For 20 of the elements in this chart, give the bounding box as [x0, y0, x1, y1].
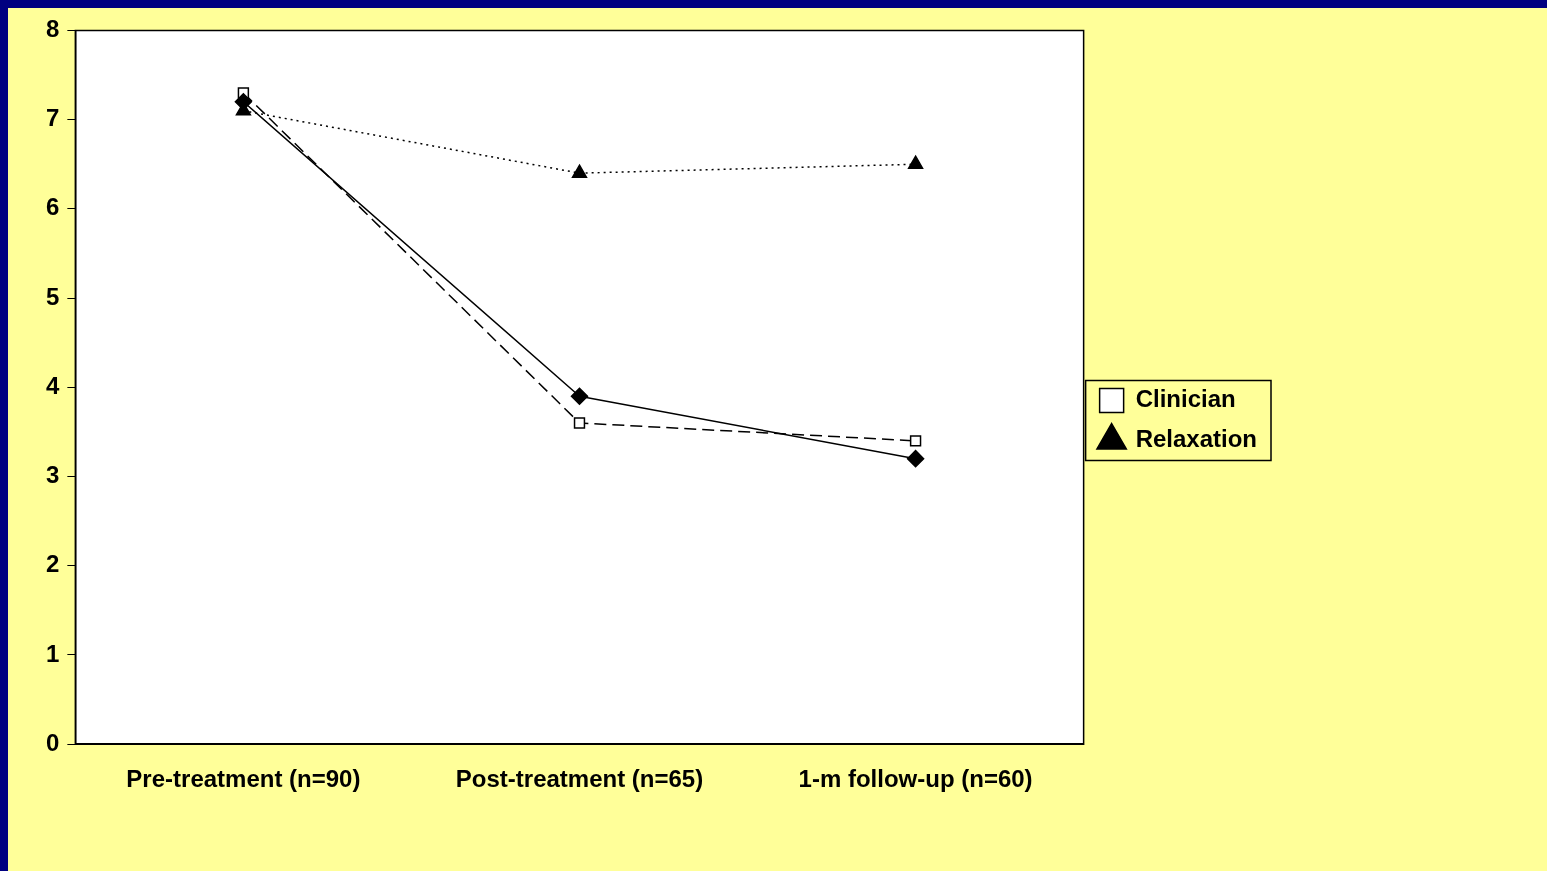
y-tick-label: 1: [45, 639, 60, 667]
y-tick-label: 8: [45, 15, 60, 43]
point: [907, 155, 924, 169]
y-tick-label: 3: [45, 461, 60, 489]
y-tick-label: 4: [45, 371, 60, 399]
y-tick-label: 7: [45, 104, 60, 132]
point: [570, 387, 589, 405]
point: [573, 417, 586, 429]
y-tick-label: 0: [45, 728, 60, 756]
x-tick-label: Pre-treatment (n=90): [126, 765, 361, 793]
point: [571, 164, 588, 178]
legend-label: Clinician: [1135, 385, 1236, 413]
point: [906, 449, 925, 468]
x-tick-label: Post-treatment (n=65): [455, 765, 704, 793]
y-tick-label: 2: [45, 550, 60, 578]
y-tick-label: 5: [45, 282, 60, 310]
legend-label: Relaxation: [1135, 425, 1257, 453]
point: [909, 435, 922, 447]
y-tick-label: 6: [45, 193, 60, 221]
x-tick-label: 1-m follow-up (n=60): [798, 765, 1033, 793]
